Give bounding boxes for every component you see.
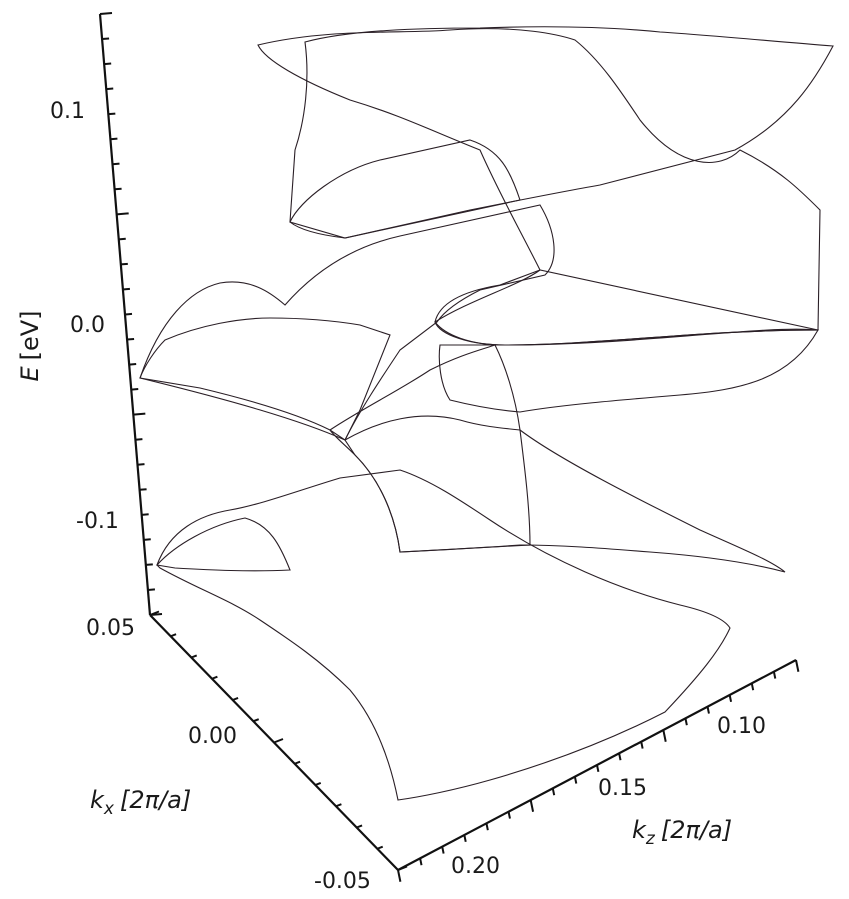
axis-tick [273, 738, 284, 744]
axis-tick [139, 488, 147, 491]
axis-tick [129, 363, 137, 366]
axis-tick [618, 753, 622, 761]
kx-tick-label: -0.05 [314, 869, 371, 894]
axis-tick [127, 337, 135, 341]
e-axis-label-unit: [eV] [16, 310, 44, 360]
axis-tick [118, 237, 126, 241]
axis-tick [728, 694, 733, 703]
axis-tick [104, 62, 112, 66]
svg-text:E[eV]: E [eV] [16, 310, 44, 381]
axis-tick [102, 37, 110, 41]
axis-tick [149, 610, 160, 616]
kz-tick-label: 0.15 [598, 776, 647, 801]
axis-tick [131, 388, 139, 391]
axis-tick [662, 729, 667, 742]
axis-tick [143, 538, 151, 541]
axis-tick [147, 588, 155, 591]
surface-lower-orange [329, 344, 786, 573]
axis-tick [463, 834, 467, 843]
axis-tick [684, 718, 688, 726]
axis-tick [551, 788, 556, 796]
axis-tick [112, 162, 120, 166]
axis-tick [795, 659, 800, 672]
axis-tick [314, 781, 322, 786]
axis-tick [397, 869, 402, 882]
axis-tick [232, 696, 239, 701]
axis-tick [145, 563, 153, 566]
kz-axis-ticks [397, 659, 800, 882]
axis-tick [706, 706, 710, 714]
axis-tick [376, 845, 384, 850]
axis-tick [135, 438, 143, 441]
axis-tick [170, 633, 177, 638]
axis-tick [108, 112, 116, 116]
axis-tick [485, 823, 489, 831]
axis-tick [122, 287, 130, 291]
axis-tick [99, 12, 113, 15]
kx-axis-label: kx [2π/a] [90, 786, 191, 819]
axis-tick [106, 87, 114, 91]
axis-tick [356, 824, 363, 829]
kz-axis-label: kz [2π/a] [632, 816, 732, 849]
surface-upper-orange [139, 26, 834, 441]
kz-axis: 0.10 0.15 0.20 kz [2π/a] [397, 659, 800, 882]
axis-tick [133, 412, 146, 416]
e-axis-ticks [99, 12, 163, 616]
e-tick-label: 0.0 [70, 313, 105, 338]
e-axis-label: E [eV] [16, 310, 44, 381]
axis-tick [419, 858, 423, 866]
axis-tick [772, 671, 777, 679]
axis-tick [507, 811, 511, 819]
axis-tick [110, 137, 118, 141]
axis-tick [640, 741, 644, 749]
kz-tick-label: 0.10 [717, 714, 766, 739]
e-axis: 0.1 0.0 -0.1 E [eV] [16, 12, 163, 616]
axis-tick [335, 803, 342, 808]
axis-tick [190, 654, 198, 659]
kx-axis: 0.05 0.00 -0.05 kx [2π/a] [86, 610, 408, 894]
axis-tick [211, 675, 218, 680]
axis-tick [529, 799, 535, 812]
axis-tick [596, 764, 600, 773]
surface-upper-blue [257, 28, 821, 413]
axis-tick [750, 683, 755, 691]
kx-tick-label: 0.05 [86, 616, 135, 641]
kz-tick-label: 0.20 [451, 854, 500, 879]
axis-tick [573, 776, 578, 784]
axis-tick [120, 262, 128, 266]
axis-tick [141, 513, 149, 516]
axis-tick [124, 312, 133, 316]
axis-tick [137, 463, 145, 466]
axis-tick [294, 760, 301, 765]
kx-tick-label: 0.00 [188, 724, 237, 749]
surface-lower-blue [155, 469, 731, 801]
e-tick-label: -0.1 [76, 509, 119, 534]
axis-tick [441, 846, 445, 854]
axis-tick [252, 718, 260, 723]
e-axis-label-main: E [16, 366, 44, 382]
axis-tick [114, 187, 122, 191]
e-tick-label: 0.1 [50, 99, 85, 124]
axis-tick [116, 212, 129, 216]
